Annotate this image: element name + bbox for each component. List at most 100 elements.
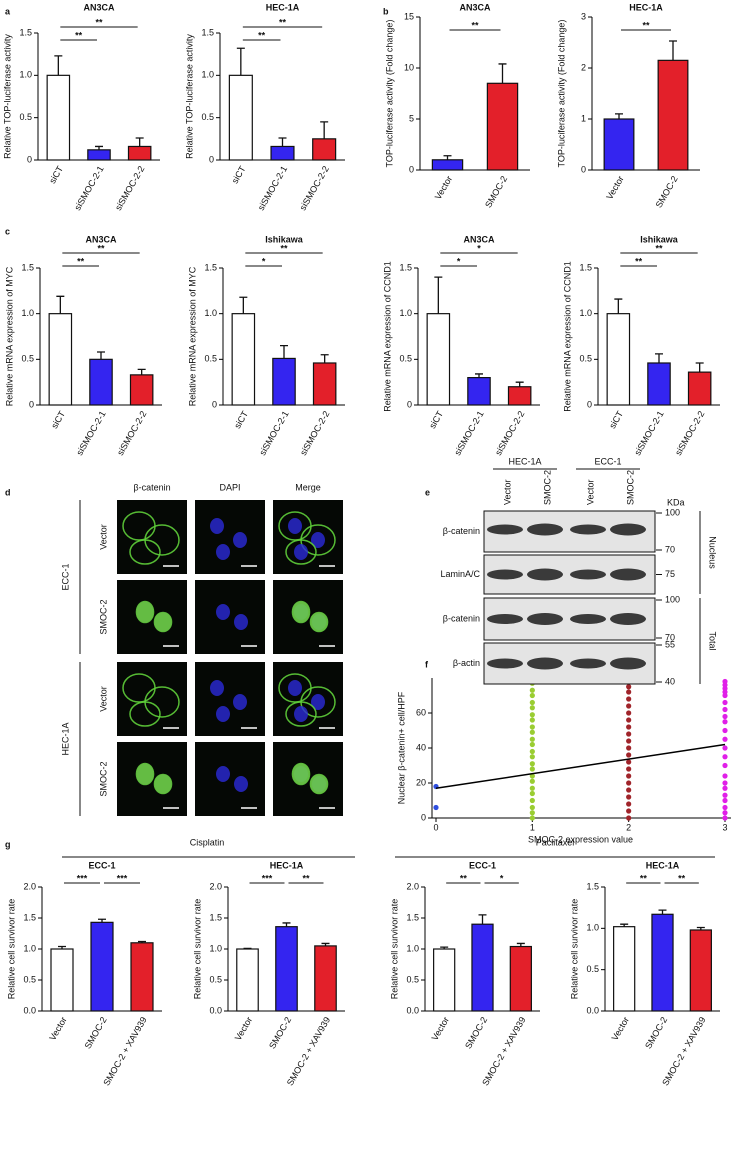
x-tick-label: SMOC-2 + XAV939	[101, 1015, 148, 1087]
x-tick-label: Vector	[233, 1015, 254, 1042]
bar	[314, 945, 337, 1012]
x-tick-label: siCT	[607, 409, 625, 430]
point	[722, 773, 728, 779]
band	[570, 614, 606, 624]
bar	[613, 926, 636, 1012]
x-tick-label: SMOC-2	[643, 1015, 669, 1050]
nucleus	[294, 706, 308, 722]
significance-label: **	[77, 256, 85, 266]
point	[626, 684, 632, 690]
error-bar	[655, 353, 663, 363]
y-tick-label: 0	[29, 399, 34, 409]
y-tick-label: 1.0	[406, 943, 419, 953]
section-label: Nucleus	[708, 536, 718, 569]
marker-label: 55	[665, 639, 675, 649]
group-header: Cisplatin	[190, 837, 225, 847]
chart-title: HEC-1A	[270, 860, 304, 870]
band	[570, 658, 606, 669]
cell-stain	[291, 762, 311, 786]
column-header: β-catenin	[133, 482, 170, 492]
nucleus	[288, 680, 302, 696]
significance-label: ***	[262, 873, 273, 883]
chart-title: HEC-1A	[646, 860, 680, 870]
point	[626, 780, 632, 786]
y-axis-label: Relative mRNA expression of MYC	[4, 266, 14, 406]
point	[529, 736, 535, 742]
significance-label: **	[97, 243, 105, 253]
point	[529, 754, 535, 760]
x-tick-label: siSMOC-2-1	[632, 409, 665, 457]
y-tick-label: 1.0	[579, 308, 592, 318]
point	[722, 706, 728, 713]
point	[529, 705, 535, 711]
x-tick-label: 3	[722, 822, 727, 832]
bar	[48, 313, 73, 406]
nucleus	[234, 776, 248, 792]
x-tick-label: SMOC-2 + XAV939	[660, 1015, 707, 1087]
x-axis-label: SMOC-2 expression value	[528, 834, 633, 844]
band	[610, 568, 646, 581]
cell-stain	[291, 600, 311, 624]
bar	[275, 926, 298, 1012]
y-tick-label: 1.5	[23, 912, 36, 922]
band	[527, 613, 563, 625]
x-tick-label: siSMOC-2-2	[113, 164, 146, 212]
section-label: Total	[708, 631, 718, 650]
panel-label: c	[5, 226, 10, 236]
y-tick-label: 2.0	[209, 881, 222, 891]
panel-label: f	[425, 659, 429, 669]
x-tick-label: Vector	[604, 174, 625, 201]
point	[626, 794, 632, 800]
y-axis-label: TOP-luciferase activity (Fold change)	[556, 20, 566, 168]
x-tick-label: 1	[530, 822, 535, 832]
point	[529, 815, 535, 821]
point	[722, 727, 728, 734]
band	[570, 569, 606, 580]
y-tick-label: 10	[404, 62, 414, 72]
panel-label: a	[5, 6, 11, 16]
group-header: Paclitaxel	[536, 837, 575, 847]
band	[610, 523, 646, 536]
nucleus	[311, 694, 325, 710]
point	[626, 815, 632, 821]
y-tick-label: 60	[416, 707, 426, 717]
bar	[507, 386, 532, 406]
x-tick-label: 0	[433, 822, 438, 832]
significance-label: **	[678, 873, 686, 883]
y-tick-label: 0	[421, 812, 426, 822]
y-tick-label: 0.0	[209, 1005, 222, 1015]
bar	[236, 948, 259, 1012]
bar	[89, 358, 113, 406]
chart-title: AN3CA	[85, 234, 117, 244]
error-bar	[478, 914, 487, 925]
cell-stain	[153, 773, 173, 795]
x-tick-label: SMOC-2	[463, 1015, 489, 1050]
lane-label: SMOC-2	[542, 470, 552, 505]
point	[626, 738, 632, 744]
y-tick-label: 2.0	[23, 881, 36, 891]
point	[626, 752, 632, 758]
y-tick-label: 1.0	[586, 923, 599, 933]
y-tick-label: 1.5	[586, 881, 599, 891]
y-tick-label: 1.5	[21, 262, 34, 272]
cell-stain	[129, 701, 161, 727]
nucleus	[216, 544, 230, 560]
group-label: HEC-1A	[508, 456, 541, 466]
x-tick-label: siSMOC-2-1	[74, 409, 107, 457]
error-bar	[443, 155, 452, 160]
x-tick-label: siSMOC-2-2	[298, 164, 331, 212]
nucleus	[311, 532, 325, 548]
row-label: Vector	[98, 686, 108, 712]
nucleus	[288, 518, 302, 534]
point	[626, 766, 632, 772]
point	[529, 773, 535, 779]
chart-title: HEC-1A	[629, 2, 663, 12]
error-bar	[434, 276, 443, 314]
bar	[426, 313, 451, 406]
bar	[87, 149, 111, 161]
significance-label: *	[477, 243, 481, 253]
error-bar	[97, 351, 105, 360]
y-tick-label: 0.5	[204, 354, 217, 364]
chart-title: Ishikawa	[265, 234, 304, 244]
